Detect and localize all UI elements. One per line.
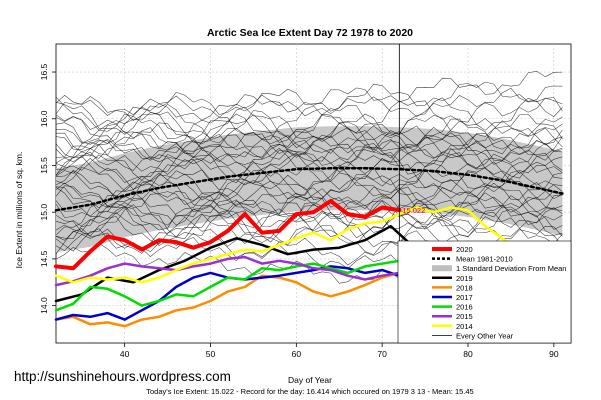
year-trace (55, 101, 563, 150)
legend-label: 2014 (456, 322, 473, 331)
y-tick-label: 15.0 (39, 204, 49, 221)
legend-label: 2015 (456, 312, 473, 321)
legend-label: 2019 (456, 274, 473, 283)
legend-box (397, 240, 572, 344)
x-tick-label: 40 (120, 349, 130, 359)
std-dev-band (56, 126, 563, 253)
y-tick-label: 14.0 (39, 297, 49, 314)
legend-label: 2016 (456, 303, 473, 312)
x-tick-label: 90 (549, 349, 559, 359)
year-trace (55, 165, 563, 209)
year-trace (55, 171, 563, 232)
y-tick-label: 16.0 (39, 110, 49, 127)
year-trace (55, 94, 563, 118)
year-trace (55, 139, 563, 161)
y-tick-label: 16.5 (39, 63, 49, 80)
x-tick-label: 80 (463, 349, 473, 359)
x-axis-label: Day of Year (288, 375, 332, 385)
y-axis-ticks: 14.0 14.5 15.0 15.5 16.0 16.5 (39, 63, 56, 314)
every-other-year-lines (55, 70, 563, 301)
legend-label: 1 Standard Deviation From Mean (456, 264, 566, 273)
series-line-2014 (54, 206, 564, 284)
year-trace (55, 120, 563, 168)
legend-label: 2020 (456, 245, 473, 254)
year-trace (55, 194, 563, 255)
x-axis-ticks: 40 50 60 70 80 90 (120, 343, 559, 359)
footer-summary: Today's Ice Extent: 15.022 - Record for … (146, 387, 473, 396)
year-trace (55, 136, 563, 192)
y-tick-label: 15.5 (39, 157, 49, 174)
year-trace (55, 182, 563, 236)
year-trace (55, 87, 563, 159)
y-axis-label: Ice Extent in millions of sq. km. (14, 152, 24, 269)
current-value-label: 15.022 (402, 206, 425, 215)
x-tick-label: 50 (206, 349, 216, 359)
year-trace (55, 81, 563, 121)
watermark-url: http://sunshinehours.wordpress.com (14, 369, 231, 384)
year-trace (55, 157, 563, 225)
year-trace (55, 213, 563, 245)
year-trace (55, 170, 563, 213)
x-tick-label: 60 (292, 349, 302, 359)
year-trace (55, 96, 563, 165)
year-trace (55, 70, 563, 130)
legend-label: Mean 1981-2010 (456, 255, 513, 264)
year-trace (55, 116, 563, 171)
legend-label: 2018 (456, 283, 473, 292)
plot-area: 15.022 (54, 43, 572, 344)
chart-title: Arctic Sea Ice Extent Day 72 1978 to 202… (207, 27, 413, 39)
year-trace (55, 142, 563, 213)
year-trace (55, 185, 563, 228)
year-trace (55, 129, 563, 185)
year-trace (55, 97, 563, 145)
year-trace (55, 196, 563, 218)
legend-label: Every Other Year (456, 331, 514, 340)
x-tick-label: 70 (377, 349, 387, 359)
year-trace (55, 144, 563, 199)
y-tick-label: 14.5 (39, 250, 49, 267)
series-line-mean-1981-2010 (54, 167, 564, 212)
legend-label: 2017 (456, 293, 473, 302)
year-trace (55, 116, 563, 179)
year-trace (55, 113, 563, 144)
year-trace (55, 191, 563, 237)
year-trace (55, 182, 563, 240)
series-line-2020 (54, 199, 402, 271)
